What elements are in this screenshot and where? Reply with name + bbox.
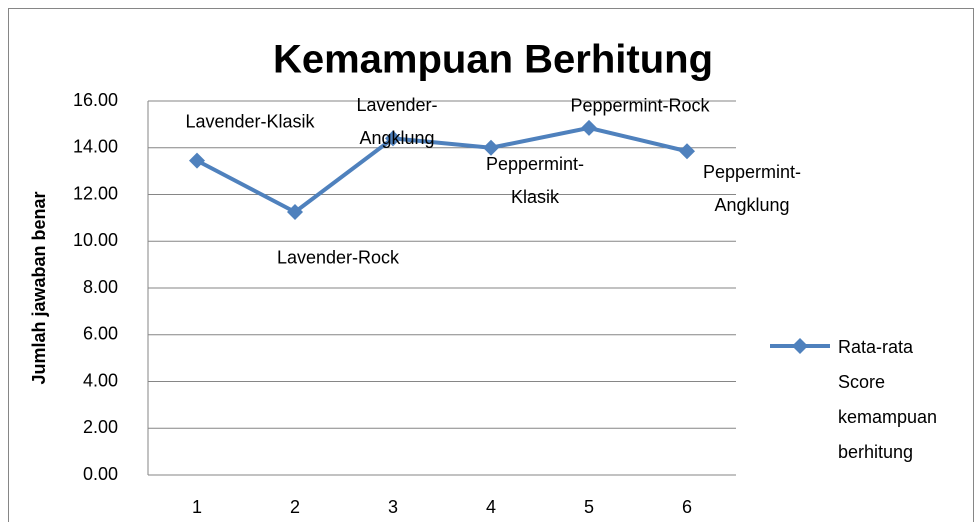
y-axis-label: Jumlah jawaban benar [29, 191, 49, 384]
y-tick-label: 16.00 [73, 90, 118, 110]
y-tick-label: 2.00 [83, 417, 118, 437]
point-marker [679, 143, 695, 160]
point-marker [581, 119, 597, 136]
point-marker [483, 139, 499, 156]
legend-marker [792, 338, 808, 354]
point-annotation: Peppermint-Rock [570, 95, 710, 116]
point-annotation: Peppermint-Klasik [485, 154, 585, 207]
x-tick-label: 4 [486, 497, 496, 517]
y-tick-label: 8.00 [83, 277, 118, 297]
y-tick-label: 10.00 [73, 230, 118, 250]
x-tick-label: 5 [584, 497, 594, 517]
point-marker [287, 204, 303, 221]
x-tick-label: 3 [388, 497, 398, 517]
legend-label: Rata-rata Score kemampuan berhitung [838, 337, 938, 462]
y-tick-label: 14.00 [73, 137, 118, 157]
point-annotation: Lavender-Rock [276, 247, 400, 268]
point-annotation: Peppermint-Angklung [702, 162, 802, 215]
point-annotation: Lavender-Klasik [185, 111, 315, 132]
y-tick-label: 0.00 [83, 464, 118, 484]
x-tick-label: 2 [290, 497, 300, 517]
chart-frame [8, 8, 974, 522]
point-marker [385, 130, 401, 147]
series-line [196, 125, 688, 215]
x-tick-label: 1 [192, 497, 202, 517]
point-marker [189, 152, 205, 169]
y-tick-label: 4.00 [83, 370, 118, 390]
x-tick-label: 6 [682, 497, 692, 517]
chart-title: Kemampuan Berhitung [273, 38, 713, 82]
y-tick-label: 12.00 [73, 183, 118, 203]
point-annotation: Lavender-Angklung [356, 95, 438, 148]
y-tick-label: 6.00 [83, 324, 118, 344]
